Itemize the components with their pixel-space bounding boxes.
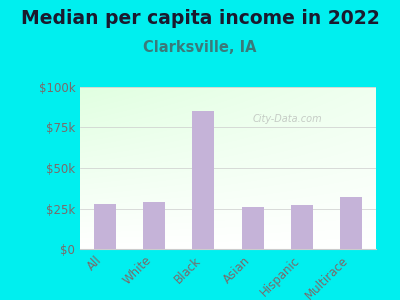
Bar: [291, 205, 313, 249]
Bar: [340, 197, 362, 249]
Text: Median per capita income in 2022: Median per capita income in 2022: [21, 9, 379, 28]
Bar: [94, 204, 116, 249]
Text: Clarksville, IA: Clarksville, IA: [143, 40, 257, 56]
Text: City-Data.com: City-Data.com: [252, 114, 322, 124]
Bar: [192, 111, 214, 249]
Bar: [143, 202, 165, 249]
Bar: [242, 207, 264, 249]
